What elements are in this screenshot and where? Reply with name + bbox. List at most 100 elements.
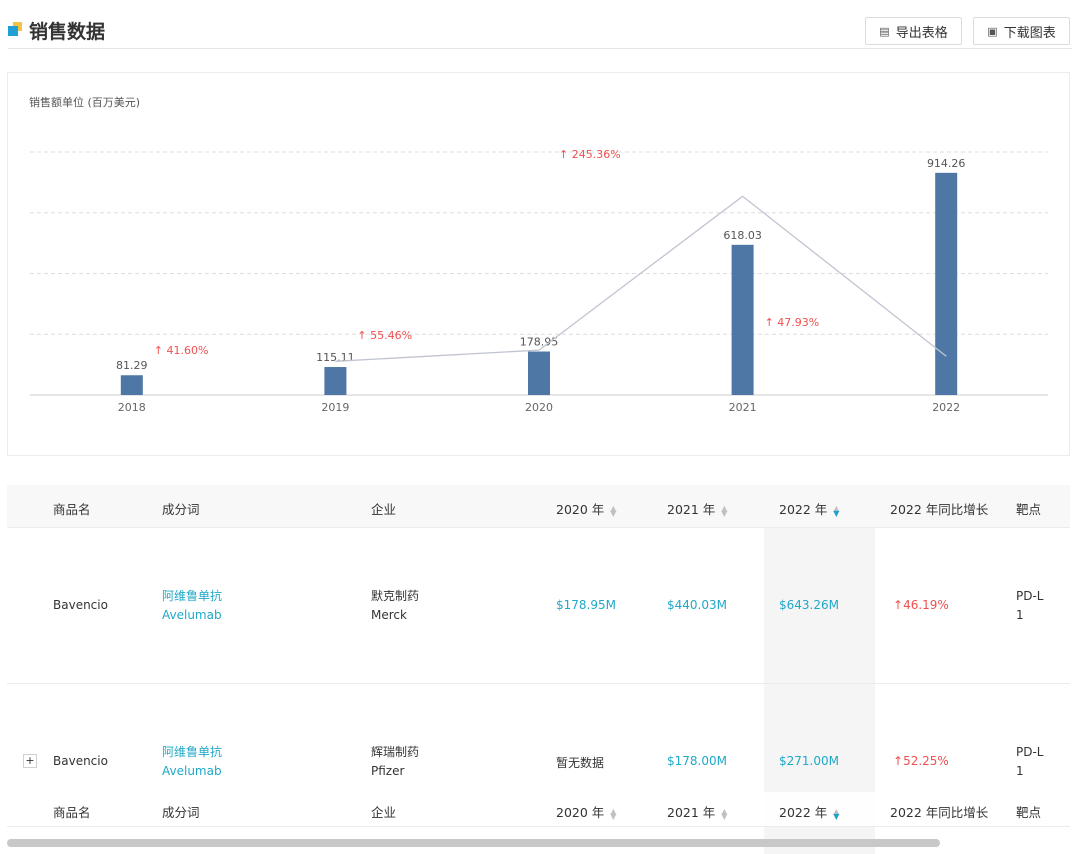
- col-header-2022-label: 2022 年: [779, 502, 828, 517]
- growth-text: 52.25%: [903, 754, 949, 768]
- company: 默克制药 Merck: [371, 587, 419, 625]
- x-tick-label: 2020: [525, 401, 553, 414]
- download-icon: ▣: [987, 24, 998, 38]
- col-header-company: 企业: [371, 502, 397, 517]
- x-tick-label: 2018: [118, 401, 146, 414]
- col-header-2022[interactable]: 2022 年 ▲ ▼: [779, 802, 839, 821]
- section-logo-icon: [8, 22, 22, 36]
- expand-row-icon[interactable]: +: [23, 754, 37, 768]
- col-header-ingredient: 成分词: [162, 805, 200, 820]
- page-header: 销售数据 ▤ 导出表格 ▣ 下载图表: [0, 0, 1080, 50]
- sales-2020: 暂无数据: [556, 756, 605, 770]
- company-en: Pfizer: [371, 764, 405, 778]
- bar-value-label: 914.26: [927, 157, 966, 170]
- bar-2021: [731, 244, 754, 395]
- export-icon: ▤: [879, 24, 890, 38]
- sort-desc-icon[interactable]: ▲ ▼: [833, 806, 840, 821]
- table-header: 商品名 成分词 企业 2020 年 ▲ ▼ 2021 年 ▲ ▼ 2022 年 ▲ ▼ 20…: [7, 485, 1070, 528]
- growth-value: ↑52.25%: [893, 754, 949, 768]
- up-arrow-icon: ↑: [893, 754, 904, 768]
- col-header-product: 商品名: [53, 805, 91, 820]
- company-cn: 默克制药: [371, 589, 420, 603]
- bar-value-label: 178.95: [520, 336, 559, 349]
- target: PD-L 1: [1016, 743, 1044, 781]
- export-table-label: 导出表格: [895, 25, 948, 41]
- sales-2022: $271.00M: [779, 754, 839, 768]
- growth-text: 46.19%: [903, 598, 949, 612]
- x-tick-label: 2021: [729, 401, 757, 414]
- col-header-company: 企业: [371, 805, 397, 820]
- export-table-button[interactable]: ▤ 导出表格: [865, 17, 962, 45]
- sort-icon[interactable]: ▲ ▼: [721, 503, 728, 518]
- growth-label: ↑ 47.93%: [765, 316, 820, 329]
- company-cn: 辉瑞制药: [371, 745, 420, 759]
- sales-2021: $440.03M: [667, 598, 727, 612]
- col-header-target: 靶点: [1016, 805, 1042, 820]
- unit-label: 销售额单位 (百万美元): [29, 95, 140, 109]
- sort-icon[interactable]: ▲ ▼: [610, 806, 617, 821]
- target: PD-L 1: [1016, 587, 1044, 625]
- sales-2022: $643.26M: [779, 598, 839, 612]
- sort-desc-icon[interactable]: ▲ ▼: [833, 503, 840, 518]
- bar-2020: [528, 351, 550, 395]
- ingredient-cn[interactable]: 阿维鲁单抗: [162, 745, 223, 759]
- growth-label: ↑ 245.36%: [559, 148, 621, 161]
- x-tick-label: 2022: [932, 401, 960, 414]
- target-line2: 1: [1016, 764, 1024, 778]
- company: 辉瑞制药 Pfizer: [371, 743, 419, 781]
- col-header-growth: 2022 年同比增长: [890, 502, 989, 517]
- horizontal-scrollbar[interactable]: [7, 837, 1070, 847]
- sales-chart-panel: 销售额单位 (百万美元) 81.29 2018 115.11 2019 178.95 202…: [7, 72, 1070, 456]
- growth-line: [335, 195, 947, 362]
- col-header-2021[interactable]: 2021 年 ▲ ▼: [667, 802, 727, 821]
- col-header-product: 商品名: [53, 502, 91, 517]
- sort-icon[interactable]: ▲ ▼: [610, 503, 617, 518]
- company-en: Merck: [371, 608, 407, 622]
- target-line2: 1: [1016, 608, 1024, 622]
- target-line1: PD-L: [1016, 589, 1044, 603]
- download-chart-button[interactable]: ▣ 下载图表: [973, 17, 1070, 45]
- product-name: Bavencio: [53, 754, 108, 768]
- growth-label: ↑ 41.60%: [154, 344, 209, 357]
- bar-2018: [120, 375, 143, 395]
- col-header-2021-label: 2021 年: [667, 805, 716, 820]
- sales-table: 商品名 成分词 企业 2020 年 ▲ ▼ 2021 年 ▲ ▼ 2022 年 ▲ ▼ 20…: [7, 485, 1070, 854]
- x-tick-label: 2019: [321, 401, 349, 414]
- bar-2019: [324, 367, 347, 395]
- sales-2020: $178.95M: [556, 598, 616, 612]
- ingredient-cn[interactable]: 阿维鲁单抗: [162, 589, 223, 603]
- table-row: + Bavencio 阿维鲁单抗 Avelumab 辉瑞制药 Pfizer 暂无…: [7, 683, 1070, 813]
- sales-chart: 销售额单位 (百万美元) 81.29 2018 115.11 2019 178.95 202…: [29, 95, 1048, 414]
- bar-2022: [935, 172, 958, 395]
- table-row: Bavencio 阿维鲁单抗 Avelumab 默克制药 Merck $178.…: [7, 527, 1070, 684]
- sticky-table-header: 商品名 成分词 企业 2020 年 ▲ ▼ 2021 年 ▲ ▼ 2022 年 ▲ ▼ 20…: [7, 792, 1070, 827]
- page-title: 销售数据: [29, 21, 106, 43]
- up-arrow-icon: ↑: [893, 598, 904, 612]
- col-header-growth: 2022 年同比增长: [890, 805, 989, 820]
- col-header-2020-label: 2020 年: [556, 805, 605, 820]
- col-header-2021[interactable]: 2021 年 ▲ ▼: [667, 499, 727, 518]
- scrollbar-thumb[interactable]: [7, 839, 940, 847]
- col-header-2020[interactable]: 2020 年 ▲ ▼: [556, 802, 616, 821]
- product-name: Bavencio: [53, 598, 108, 612]
- ingredient-en[interactable]: Avelumab: [162, 608, 222, 622]
- col-header-2020-label: 2020 年: [556, 502, 605, 517]
- ingredient-en[interactable]: Avelumab: [162, 764, 222, 778]
- ingredient-link[interactable]: 阿维鲁单抗 Avelumab: [162, 587, 222, 625]
- col-header-2022[interactable]: 2022 年 ▲ ▼: [779, 499, 839, 518]
- col-header-2022-label: 2022 年: [779, 805, 828, 820]
- header-divider: [8, 48, 1072, 49]
- growth-value: ↑46.19%: [893, 598, 949, 612]
- ingredient-link[interactable]: 阿维鲁单抗 Avelumab: [162, 743, 222, 781]
- col-header-ingredient: 成分词: [162, 502, 200, 517]
- target-line1: PD-L: [1016, 745, 1044, 759]
- col-header-2021-label: 2021 年: [667, 502, 716, 517]
- growth-label: ↑ 55.46%: [357, 329, 412, 342]
- bar-value-label: 115.11: [316, 351, 355, 364]
- bar-value-label: 81.29: [116, 359, 148, 372]
- sort-icon[interactable]: ▲ ▼: [721, 806, 728, 821]
- sales-2021: $178.00M: [667, 754, 727, 768]
- col-header-2020[interactable]: 2020 年 ▲ ▼: [556, 499, 616, 518]
- bar-value-label: 618.03: [723, 229, 762, 242]
- download-chart-label: 下载图表: [1003, 25, 1056, 41]
